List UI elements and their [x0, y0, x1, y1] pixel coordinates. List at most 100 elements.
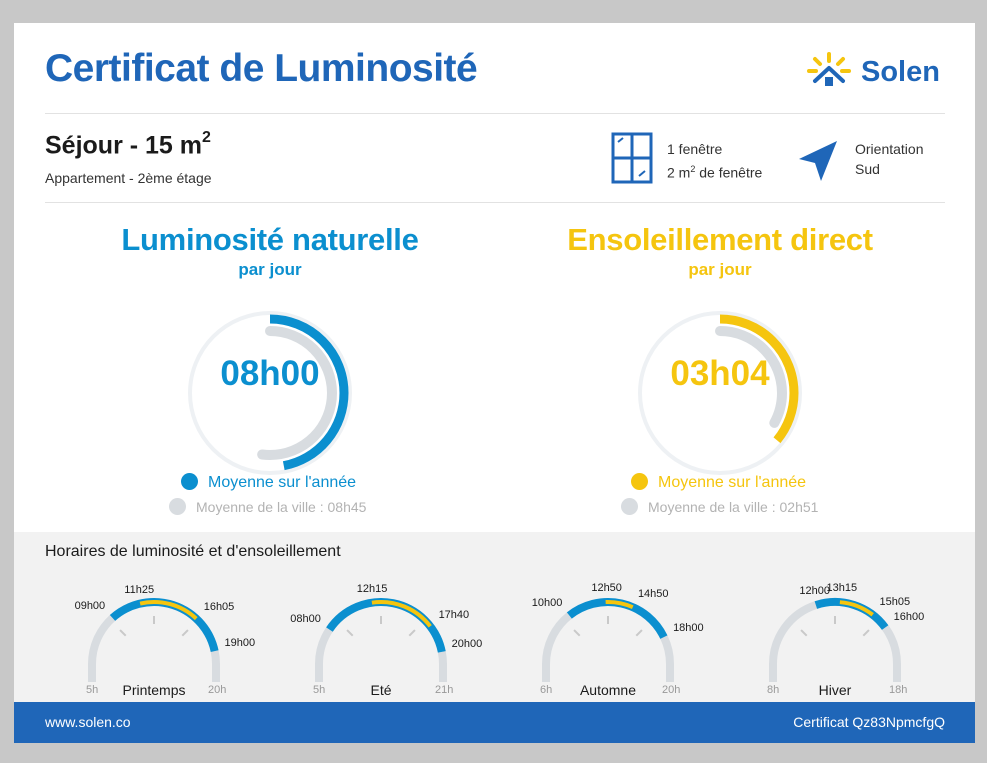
night-arc — [88, 614, 116, 665]
natural-light-title: Luminosité naturelle — [121, 222, 419, 257]
legend-dot — [169, 498, 186, 515]
city-average-arc — [653, 326, 787, 460]
ring-outer-guide — [188, 311, 352, 475]
season-gauge: 12h00 13h15 15h05 16h00 8h 18h Hiver — [747, 582, 967, 698]
time-label: 10h00 — [531, 597, 563, 610]
night-arc — [660, 635, 674, 665]
sun-arc — [605, 600, 634, 610]
time-label: 12h00 — [799, 585, 830, 598]
season-name: Printemps — [122, 682, 186, 698]
sun-arc — [139, 600, 198, 621]
room-subtitle: Appartement - 2ème étage — [45, 170, 212, 186]
light-arc — [566, 598, 668, 639]
time-label: 15h05 — [879, 596, 911, 609]
gauge-tick — [800, 629, 808, 637]
time-label: 20h00 — [451, 638, 483, 651]
direct-sun-subtitle: par jour — [688, 260, 752, 279]
time-label: 11h25 — [124, 583, 155, 596]
divider — [45, 202, 945, 203]
time-label: 18h00 — [673, 621, 704, 634]
season-gauge: 10h00 12h50 14h50 18h00 6h 20h Automne — [520, 582, 740, 698]
gauge-arc — [88, 598, 220, 682]
divider — [45, 113, 945, 114]
time-label: 08h00 — [290, 613, 321, 626]
year-average-arc — [641, 314, 799, 472]
direct-sun-section: Ensoleillement direct par jour — [510, 222, 930, 280]
time-label: 19h00 — [224, 637, 256, 650]
time-label: 13h15 — [826, 582, 858, 595]
gauge-tick — [119, 629, 127, 637]
gauge-end-label: 20h — [662, 684, 681, 696]
gauge-start-label: 5h — [86, 684, 99, 696]
light-arc — [326, 598, 446, 653]
ring-outer-guide — [638, 311, 802, 475]
night-arc — [437, 651, 447, 665]
natural-light-section: Luminosité naturelle par jour — [60, 222, 480, 280]
room-title: Séjour - 15 m2 — [45, 129, 211, 160]
gauge-tick — [862, 629, 870, 637]
legend-dot — [621, 498, 638, 515]
time-label: 12h15 — [356, 582, 388, 595]
natural-light-value: 08h00 — [220, 354, 320, 393]
season-gauge: 08h00 12h15 17h40 20h00 5h 21h Eté — [290, 582, 513, 698]
legend-dot — [631, 473, 648, 490]
window-icon — [611, 132, 653, 184]
solen-logo[interactable]: Solen — [807, 49, 957, 95]
gauge-tick — [346, 629, 354, 637]
page-title: Certificat de Luminosité — [45, 47, 478, 90]
gauge-tick — [408, 629, 416, 637]
natural-legend-year: Moyenne sur l'année — [181, 473, 356, 492]
season-name: Hiver — [818, 682, 852, 698]
time-label: 16h00 — [893, 610, 925, 623]
sun-arc — [371, 600, 432, 628]
year-average-arc — [191, 314, 349, 472]
gauge-arc — [769, 598, 901, 682]
city-average-arc — [203, 326, 337, 460]
direct-sun-ring — [638, 311, 802, 475]
direct-legend-year: Moyenne sur l'année — [631, 473, 806, 492]
night-arc — [542, 612, 572, 665]
schedule-title: Horaires de luminosité et d'ensoleilleme… — [45, 543, 341, 560]
certificate-card: Certificat de Luminosité Solen Séjour - … — [14, 23, 975, 743]
season-name: Automne — [579, 682, 637, 698]
night-arc — [881, 625, 901, 665]
time-label: 17h40 — [438, 609, 470, 622]
certificate-id: Certificat Qz83NpmcfgQ — [793, 714, 945, 730]
time-label: 09h00 — [74, 599, 106, 612]
footer: www.solen.co Certificat Qz83NpmcfgQ — [14, 702, 975, 743]
natural-legend-city: Moyenne de la ville : 08h45 — [169, 498, 366, 515]
season-gauge: 09h00 11h25 16h05 19h00 5h 20h Printemps — [66, 582, 286, 698]
window-info: 1 fenêtre 2 m2 de fenêtre — [667, 141, 763, 181]
direct-legend-city: Moyenne de la ville : 02h51 — [621, 498, 818, 515]
gauge-tick — [181, 629, 189, 637]
night-arc — [315, 627, 333, 665]
gauge-tick — [573, 629, 581, 637]
gauge-arc — [315, 598, 447, 682]
direct-sun-value: 03h04 — [670, 354, 770, 393]
natural-light-subtitle: par jour — [238, 260, 302, 279]
direct-sun-title: Ensoleillement direct — [567, 222, 873, 257]
gauge-tick — [635, 629, 643, 637]
time-label: 16h05 — [203, 600, 235, 613]
natural-light-ring — [188, 311, 352, 475]
gauge-end-label: 20h — [208, 684, 227, 696]
sun-house-icon — [807, 52, 851, 86]
night-arc — [210, 650, 220, 665]
time-label: 14h50 — [637, 587, 669, 600]
gauge-start-label: 8h — [767, 684, 780, 696]
footer-url[interactable]: www.solen.co — [45, 714, 131, 730]
gauge-start-label: 6h — [540, 684, 553, 696]
gauge-end-label: 21h — [435, 684, 454, 696]
light-arc — [109, 598, 219, 653]
sun-arc — [839, 600, 874, 617]
gauge-start-label: 5h — [313, 684, 326, 696]
schedule-section: Horaires de luminosité et d'ensoleilleme… — [14, 532, 975, 702]
gauge-arc — [542, 598, 674, 682]
night-arc — [769, 601, 818, 665]
season-name: Eté — [370, 682, 392, 698]
logo-text: Solen — [861, 56, 940, 88]
orientation-arrow-icon — [799, 141, 837, 181]
orientation-info: Orientation Sud — [855, 141, 924, 177]
legend-dot — [181, 473, 198, 490]
gauge-end-label: 18h — [889, 684, 908, 696]
